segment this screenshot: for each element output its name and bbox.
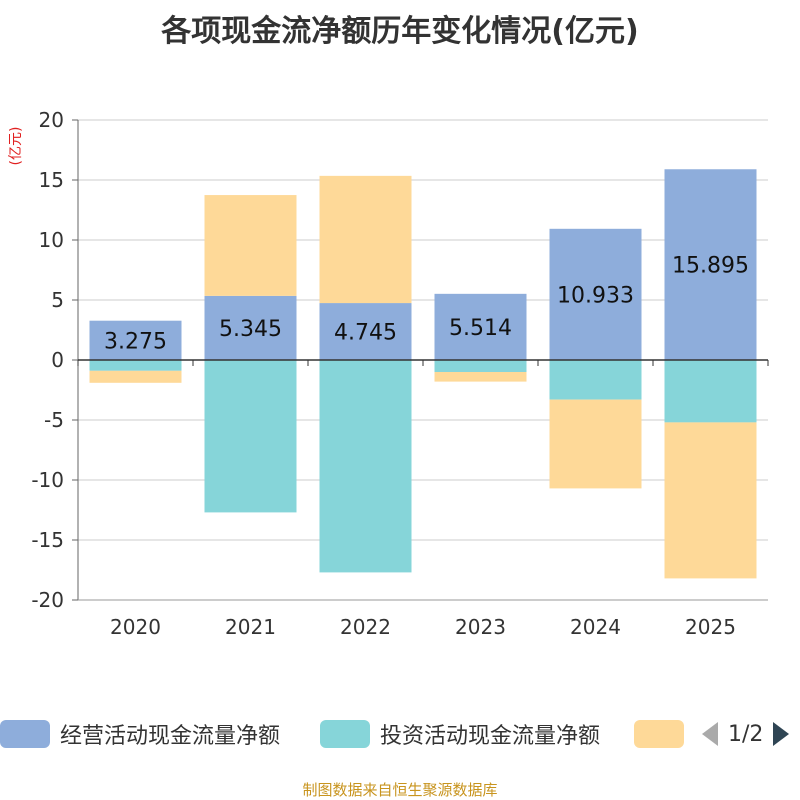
bar-segment-s0-2021[interactable] bbox=[204, 295, 297, 360]
legend-swatch-investing bbox=[320, 720, 370, 748]
axes: 20 15 10 5 0 -5 -10 -15 -20 2020 2021 2022 2023 2024 2… bbox=[31, 108, 769, 639]
x-tick-label: 2022 bbox=[340, 615, 391, 639]
bar-segment-s1-2021[interactable] bbox=[204, 360, 297, 513]
bar-segment-s1-2023[interactable] bbox=[434, 360, 527, 372]
legend-next-icon[interactable] bbox=[771, 721, 791, 747]
x-tick-label: 2020 bbox=[110, 615, 161, 639]
data-label: 4.745 bbox=[334, 321, 397, 346]
bar-segment-s0-2024[interactable] bbox=[549, 228, 642, 360]
data-label: 3.275 bbox=[104, 329, 167, 354]
bar-segment-s0-2020[interactable] bbox=[89, 320, 182, 360]
legend-prev-icon[interactable] bbox=[700, 721, 720, 747]
legend: 经营活动现金流量净额 投资活动现金流量净额 bbox=[0, 716, 800, 752]
source-note: 制图数据来自恒生聚源数据库 bbox=[302, 781, 498, 799]
bar-segment-s1-2020[interactable] bbox=[89, 360, 182, 371]
bars bbox=[89, 169, 757, 579]
data-label: 10.933 bbox=[557, 283, 634, 308]
bar-segment-s2-2024[interactable] bbox=[549, 399, 642, 489]
y-axis-unit-label: (亿元) bbox=[8, 127, 24, 166]
bar-segment-s2-2021[interactable] bbox=[204, 195, 297, 296]
data-label: 5.345 bbox=[219, 317, 282, 342]
bar-segment-s0-2023[interactable] bbox=[434, 293, 527, 360]
legend-pager: 1/2 bbox=[700, 716, 791, 752]
data-label: 15.895 bbox=[672, 254, 749, 279]
bar-segment-s0-2025[interactable] bbox=[664, 169, 757, 360]
x-tick-label: 2023 bbox=[455, 615, 506, 639]
data-labels: 3.275 5.345 4.745 5.514 10.933 15.895 bbox=[104, 254, 749, 355]
legend-item-financing[interactable] bbox=[634, 716, 694, 752]
bar-segment-s2-2025[interactable] bbox=[664, 422, 757, 579]
y-tick-label: 0 bbox=[51, 348, 64, 372]
y-tick-label: 10 bbox=[39, 228, 64, 252]
grid-lines bbox=[78, 119, 768, 601]
y-tick-label: -10 bbox=[31, 468, 64, 492]
y-tick-label: 5 bbox=[51, 288, 64, 312]
y-tick-label: -5 bbox=[44, 408, 64, 432]
x-tick-label: 2024 bbox=[570, 615, 621, 639]
bar-segment-s2-2023[interactable] bbox=[434, 372, 527, 382]
bar-segment-s1-2025[interactable] bbox=[664, 360, 757, 423]
y-tick-label: 20 bbox=[39, 108, 64, 132]
bar-segment-s1-2024[interactable] bbox=[549, 360, 642, 400]
bar-segment-s2-2022[interactable] bbox=[319, 175, 412, 304]
legend-swatch-operating bbox=[0, 720, 50, 748]
data-label: 5.514 bbox=[449, 316, 512, 341]
bar-segment-s1-2022[interactable] bbox=[319, 360, 412, 573]
y-tick-label: 15 bbox=[39, 168, 64, 192]
x-tick-label: 2021 bbox=[225, 615, 276, 639]
y-tick-label: -15 bbox=[31, 528, 64, 552]
x-tick-label: 2025 bbox=[685, 615, 736, 639]
legend-swatch-financing bbox=[634, 720, 684, 748]
legend-label-investing: 投资活动现金流量净额 bbox=[380, 724, 601, 749]
bar-segment-s0-2022[interactable] bbox=[319, 303, 412, 360]
chart-title: 各项现金流净额历年变化情况(亿元) bbox=[161, 14, 639, 49]
legend-item-investing[interactable]: 投资活动现金流量净额 bbox=[320, 716, 600, 752]
legend-item-operating[interactable]: 经营活动现金流量净额 bbox=[0, 716, 280, 752]
legend-page-indicator: 1/2 bbox=[728, 721, 764, 747]
bar-segment-s2-2020[interactable] bbox=[89, 370, 182, 383]
y-tick-label: -20 bbox=[31, 588, 64, 612]
legend-label-operating: 经营活动现金流量净额 bbox=[60, 724, 281, 749]
